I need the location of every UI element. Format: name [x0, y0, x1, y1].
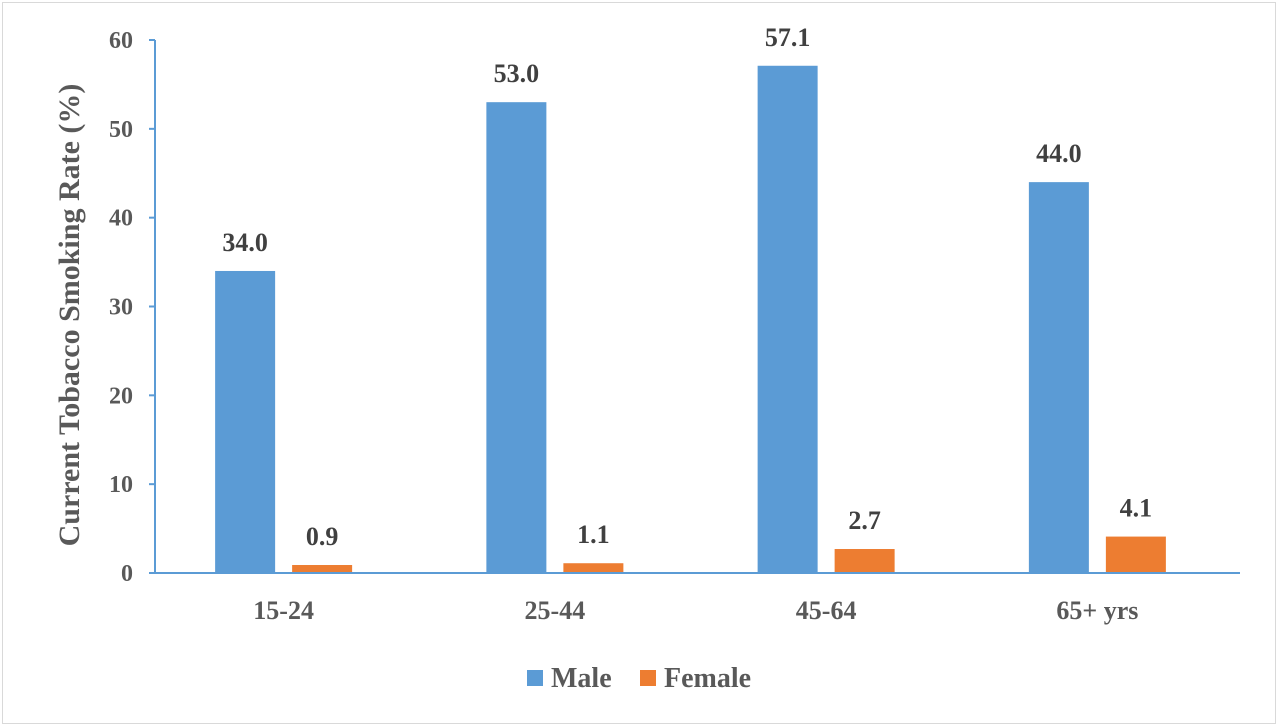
- x-category-label: 45-64: [796, 596, 857, 625]
- data-label-female: 2.7: [848, 506, 881, 535]
- bar-female: [1105, 536, 1166, 573]
- x-category-label: 65+ yrs: [1056, 596, 1138, 625]
- y-tick-label: 20: [109, 383, 133, 409]
- data-label-female: 0.9: [306, 522, 339, 551]
- legend-label-female: Female: [664, 663, 751, 694]
- axes: [149, 39, 1240, 574]
- data-label-male: 53.0: [494, 59, 540, 88]
- x-category-label: 25-44: [525, 596, 586, 625]
- bar-male: [486, 102, 547, 573]
- y-tick-label: 60: [109, 28, 133, 54]
- legend-swatch-male: [527, 670, 543, 686]
- bars-group: [215, 65, 1166, 574]
- x-axis-categories: 15-24 25-44 45-64 65+ yrs: [253, 596, 1138, 625]
- data-label-male: 34.0: [222, 228, 268, 257]
- legend: Male Female: [527, 663, 751, 694]
- y-tick-label: 40: [109, 206, 133, 232]
- data-label-female: 4.1: [1120, 494, 1153, 523]
- y-tick-label: 50: [109, 117, 133, 143]
- y-tick-label: 10: [109, 472, 133, 498]
- bar-male: [215, 270, 276, 573]
- bar-male: [757, 65, 818, 574]
- legend-label-male: Male: [551, 663, 612, 694]
- data-labels-group: 34.0 0.9 53.0 1.1 57.1 2.7 44.0 4.1: [222, 23, 1152, 551]
- bar-male: [1028, 182, 1089, 573]
- data-label-male: 57.1: [765, 23, 811, 52]
- data-label-female: 1.1: [577, 520, 610, 549]
- legend-swatch-female: [640, 670, 656, 686]
- y-tick-label: 0: [121, 561, 133, 587]
- bar-female: [292, 565, 353, 573]
- y-axis-label: Current Tobacco Smoking Rate (%): [53, 84, 86, 547]
- bar-female: [834, 549, 895, 573]
- bar-female: [563, 563, 624, 573]
- data-label-male: 44.0: [1036, 139, 1082, 168]
- y-axis-ticks: 0 10 20 30 40 50 60: [109, 28, 133, 587]
- y-tick-label: 30: [109, 295, 133, 321]
- x-category-label: 15-24: [253, 596, 314, 625]
